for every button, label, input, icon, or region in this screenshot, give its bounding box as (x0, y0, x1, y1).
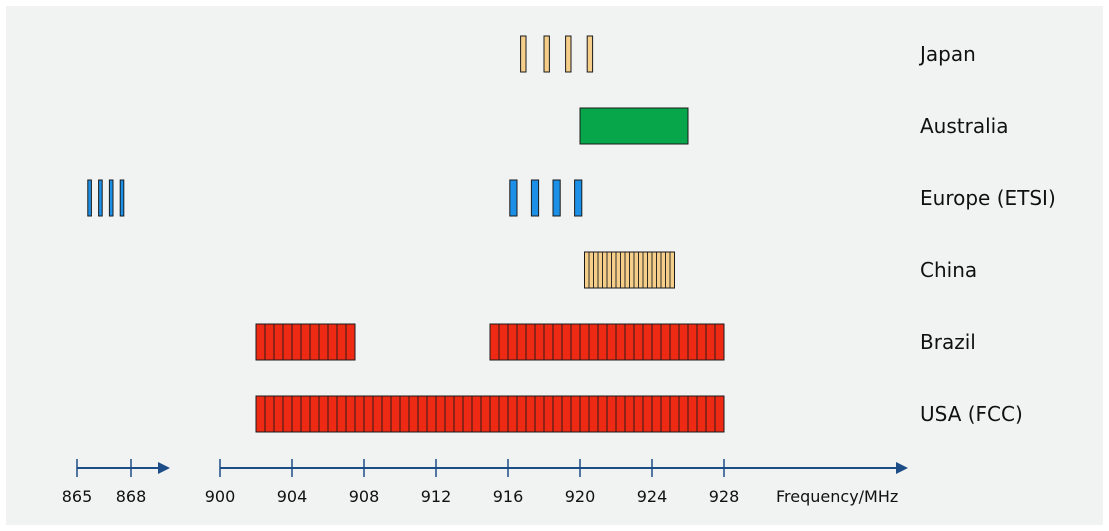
band-rect (565, 35, 572, 73)
band-rect (255, 323, 356, 361)
tick-label: 868 (116, 487, 147, 506)
band-rect (552, 179, 561, 217)
band-rect (509, 179, 518, 217)
band-rect (119, 179, 125, 217)
band-rect (574, 179, 583, 217)
frequency-band (509, 179, 518, 217)
frequency-band (579, 107, 689, 145)
frequency-band (552, 179, 561, 217)
band-rect (579, 107, 689, 145)
tick-label: 924 (637, 487, 668, 506)
region-label: China (920, 258, 977, 282)
frequency-band (108, 179, 114, 217)
frequency-band (543, 35, 550, 73)
tick-label: 912 (421, 487, 452, 506)
tick-label: 865 (62, 487, 93, 506)
band-rect (108, 179, 114, 217)
frequency-band (119, 179, 125, 217)
axis-arrow-icon (158, 462, 170, 474)
frequency-band (520, 35, 527, 73)
tick-label: 908 (349, 487, 380, 506)
frequency-band (530, 179, 540, 217)
frequency-band (255, 395, 725, 433)
band-rect (520, 35, 527, 73)
tick-label: 904 (277, 487, 308, 506)
axis-arrow-icon (896, 462, 908, 474)
tick-label: 916 (493, 487, 524, 506)
tick-label: 928 (709, 487, 740, 506)
band-rect (543, 35, 550, 73)
frequency-band (565, 35, 572, 73)
frequency-band (489, 323, 725, 361)
band-rect (98, 179, 103, 217)
region-label: Brazil (920, 330, 976, 354)
tick-label: 900 (205, 487, 236, 506)
frequency-band (98, 179, 103, 217)
frequency-band (574, 179, 583, 217)
frequency-band (255, 323, 356, 361)
band-rect (87, 179, 92, 217)
region-label: Australia (920, 114, 1008, 138)
x-axis-title: Frequency/MHz (776, 487, 898, 506)
frequency-axes: 865 868 900 904 908 912 916 920 924 928 (62, 459, 908, 506)
chart-canvas: Japan Australia Europe (ETSI) China Brazil US… (62, 35, 1056, 506)
bands-layer (87, 35, 725, 433)
frequency-band (584, 251, 675, 289)
region-label: USA (FCC) (920, 402, 1023, 426)
frequency-band (87, 179, 92, 217)
frequency-band-chart: Japan Australia Europe (ETSI) China Brazil US… (6, 6, 1103, 525)
band-rect (530, 179, 540, 217)
band-rect (586, 35, 594, 73)
region-label: Japan (918, 42, 976, 66)
tick-label: 920 (565, 487, 596, 506)
region-label: Europe (ETSI) (920, 186, 1056, 210)
frequency-band (586, 35, 594, 73)
region-labels: Japan Australia Europe (ETSI) China Brazil US… (918, 42, 1056, 426)
